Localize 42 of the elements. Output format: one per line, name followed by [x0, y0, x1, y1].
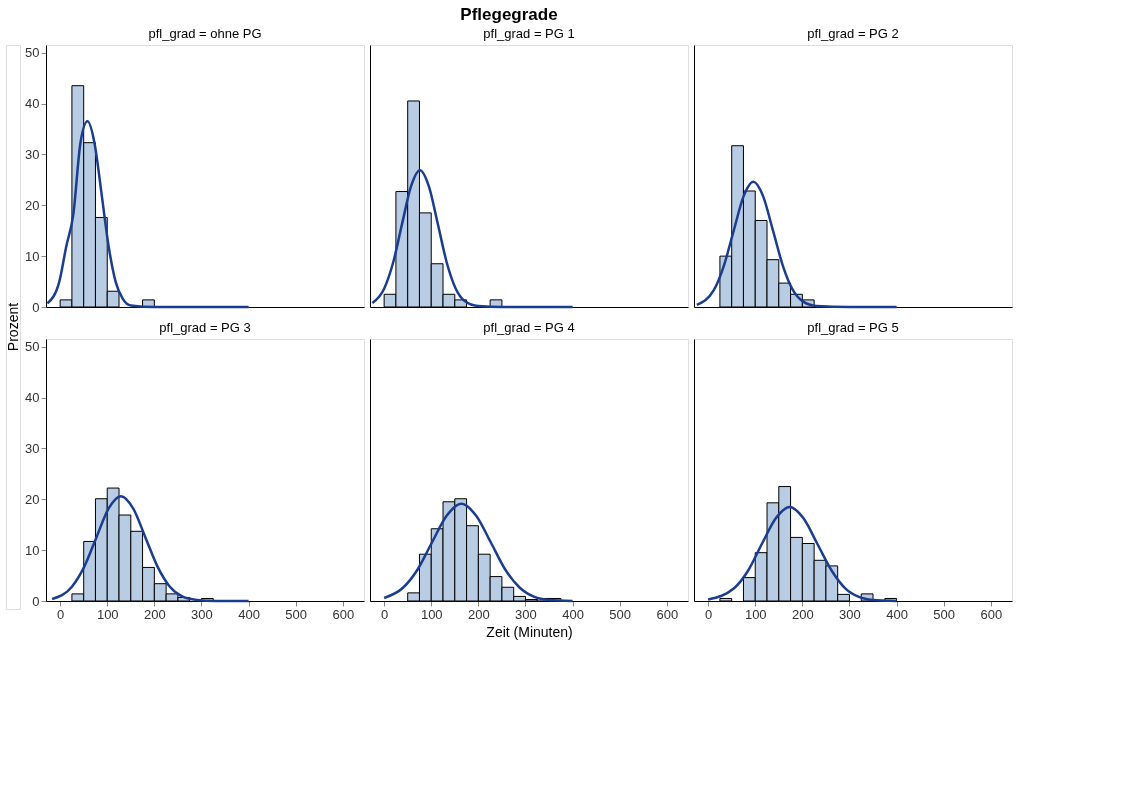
x-tick-label: 200 — [144, 606, 166, 622]
x-tick-label: 400 — [562, 606, 584, 622]
x-tick-label: 300 — [515, 606, 537, 622]
y-tick-label: 30 — [25, 146, 40, 162]
y-tick-label: 20 — [25, 491, 40, 507]
x-axis-title: Zeit (Minuten) — [486, 623, 573, 640]
x-tick-label: 600 — [656, 606, 679, 622]
y-tick-label: 50 — [25, 339, 40, 355]
chart-subtitle: pfl_grad = PG 4 — [483, 320, 575, 335]
x-tick-label: 100 — [96, 606, 119, 622]
x-tick-label: 200 — [792, 606, 814, 622]
chart-subtitle: pfl_grad = PG 2 — [807, 26, 899, 41]
y-tick-label: 20 — [25, 197, 40, 213]
x-tick-label: 200 — [468, 606, 490, 622]
y-tick-label: 50 — [25, 45, 40, 61]
chart-title: Pflegegrade — [460, 4, 558, 24]
x-tick-label: 500 — [285, 606, 308, 622]
chart-subtitle: pfl_grad = PG 5 — [807, 320, 899, 335]
x-tick-label: 600 — [980, 606, 1003, 622]
y-tick-label: 0 — [32, 593, 40, 609]
x-tick-label: 0 — [381, 606, 389, 622]
x-tick-label: 500 — [609, 606, 632, 622]
x-tick-label: 500 — [933, 606, 956, 622]
y-tick-label: 40 — [25, 390, 40, 405]
y-tick-label: 0 — [32, 299, 40, 315]
y-axis-title: Prozent — [5, 302, 21, 352]
x-tick-label: 100 — [744, 606, 767, 622]
y-tick-label: 10 — [25, 542, 40, 558]
x-tick-label: 400 — [238, 606, 260, 622]
chart-subtitle: pfl_grad = ohne PG — [148, 26, 262, 41]
x-tick-label: 0 — [57, 606, 65, 622]
x-tick-label: 600 — [332, 606, 355, 622]
y-tick-label: 40 — [25, 96, 40, 111]
x-tick-label: 400 — [886, 606, 908, 622]
x-tick-label: 0 — [705, 606, 713, 622]
x-tick-label: 100 — [420, 606, 443, 622]
chart-subtitle: pfl_grad = PG 3 — [159, 320, 251, 335]
x-tick-label: 300 — [839, 606, 861, 622]
y-tick-label: 30 — [25, 440, 40, 456]
chart-subtitle: pfl_grad = PG 1 — [483, 26, 575, 41]
y-tick-label: 10 — [25, 248, 40, 264]
x-tick-label: 300 — [191, 606, 213, 622]
